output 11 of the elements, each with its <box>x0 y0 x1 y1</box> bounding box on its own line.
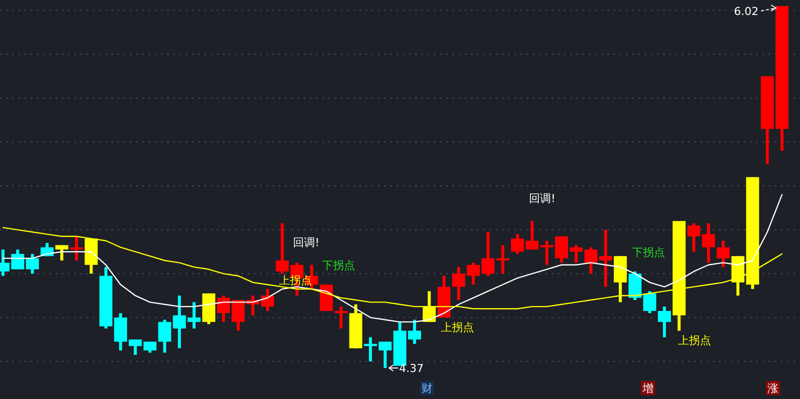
annotation: 下拐点 <box>632 246 665 259</box>
annotation: 6.02 <box>734 5 758 18</box>
text: 财 <box>422 382 432 395</box>
annotation: 回调! <box>293 236 320 249</box>
annotation: 下拐点 <box>322 259 355 272</box>
annotation: 回调! <box>529 192 556 205</box>
annotation: 上拐点 <box>678 334 711 347</box>
text: 涨 <box>768 382 778 395</box>
annotation: 4.37 <box>399 362 424 375</box>
text: 增 <box>642 382 654 395</box>
annotation: 上拐点 <box>441 321 474 334</box>
